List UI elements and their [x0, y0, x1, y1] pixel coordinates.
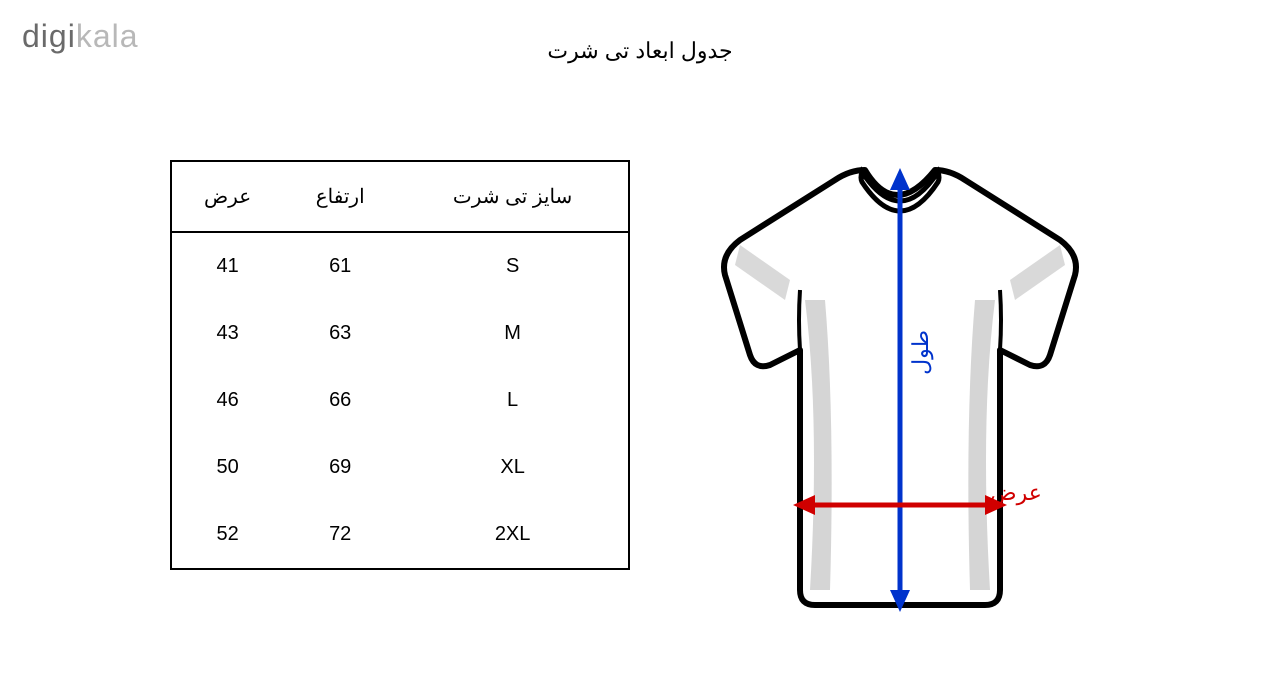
col-size: سایز تی شرت — [397, 162, 628, 232]
table-row: M 63 43 — [172, 300, 628, 367]
length-arrow-head-top — [890, 168, 910, 190]
cell-size: M — [397, 300, 628, 367]
watermark-part2: kala — [76, 18, 139, 54]
table-row: S 61 41 — [172, 232, 628, 300]
size-table: سایز تی شرت ارتفاع عرض S 61 41 M 63 43 L — [172, 162, 628, 568]
content-row: سایز تی شرت ارتفاع عرض S 61 41 M 63 43 L — [0, 160, 1280, 630]
cell-width: 46 — [172, 367, 283, 434]
cell-height: 61 — [283, 232, 397, 300]
cell-width: 41 — [172, 232, 283, 300]
table-row: L 66 46 — [172, 367, 628, 434]
cell-size: S — [397, 232, 628, 300]
cell-width: 52 — [172, 501, 283, 568]
width-label: عرض — [990, 480, 1042, 506]
cell-size: 2XL — [397, 501, 628, 568]
watermark-logo: digikala — [22, 18, 139, 55]
tshirt-diagram: طول عرض — [690, 160, 1110, 630]
length-label: طول — [908, 330, 934, 375]
cell-width: 43 — [172, 300, 283, 367]
page-title: جدول ابعاد تی شرت — [547, 38, 732, 64]
col-height: ارتفاع — [283, 162, 397, 232]
table-header-row: سایز تی شرت ارتفاع عرض — [172, 162, 628, 232]
cell-width: 50 — [172, 434, 283, 501]
cell-size: L — [397, 367, 628, 434]
sleeve-seam-right — [1000, 290, 1001, 350]
watermark-part1: digi — [22, 18, 76, 54]
cell-height: 69 — [283, 434, 397, 501]
cell-size: XL — [397, 434, 628, 501]
col-width: عرض — [172, 162, 283, 232]
size-table-container: سایز تی شرت ارتفاع عرض S 61 41 M 63 43 L — [170, 160, 630, 570]
cell-height: 66 — [283, 367, 397, 434]
cell-height: 72 — [283, 501, 397, 568]
table-row: XL 69 50 — [172, 434, 628, 501]
sleeve-seam-left — [799, 290, 800, 350]
tshirt-svg — [690, 160, 1110, 630]
cell-height: 63 — [283, 300, 397, 367]
table-row: 2XL 72 52 — [172, 501, 628, 568]
